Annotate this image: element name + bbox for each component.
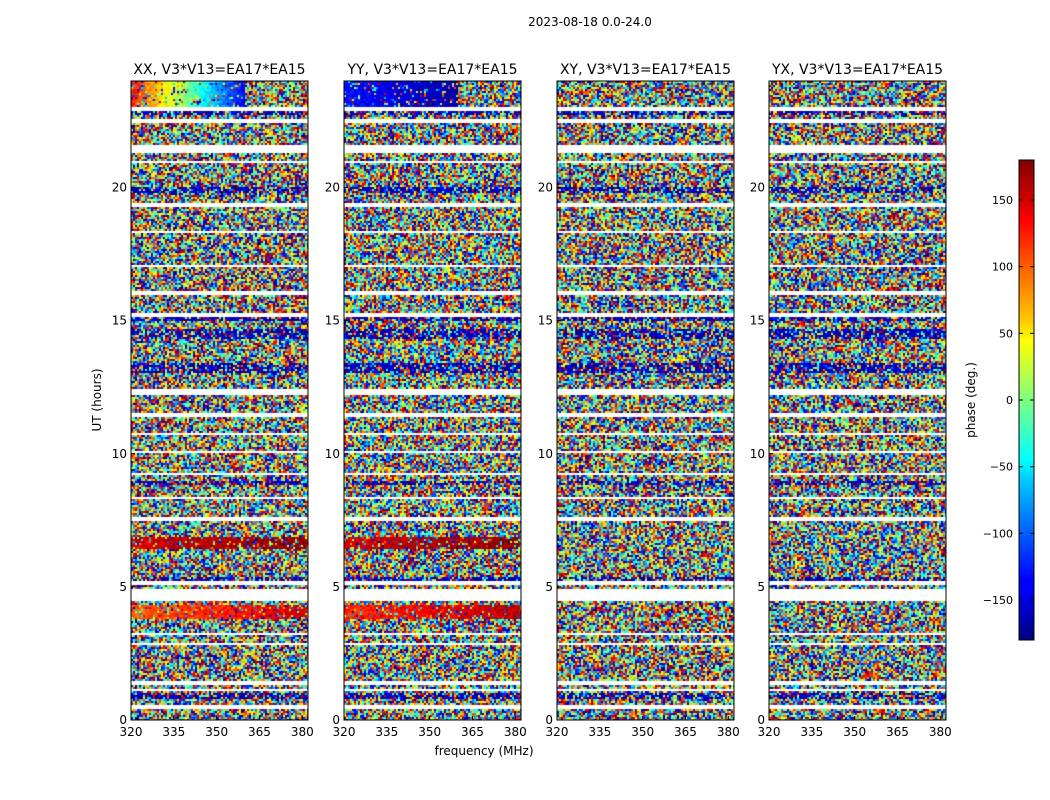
figure-title: 2023-08-18 0.0-24.0 — [528, 15, 652, 29]
y-tick-label: 0 — [332, 713, 340, 727]
x-tick-label: 365 — [674, 725, 697, 739]
x-tick-label: 335 — [375, 725, 398, 739]
panel-frame — [343, 80, 522, 721]
y-tick-label: 10 — [112, 447, 127, 461]
y-tick-label: 15 — [538, 314, 553, 328]
y-tick-label: 5 — [757, 580, 765, 594]
panel-title: XX, V3*V13=EA17*EA15 — [133, 62, 305, 78]
y-tick-label: 0 — [757, 713, 765, 727]
panel-title: XY, V3*V13=EA17*EA15 — [560, 62, 731, 78]
x-tick-label: 365 — [886, 725, 909, 739]
colorbar-tick-label: 100 — [992, 261, 1013, 274]
x-tick-label: 350 — [418, 725, 441, 739]
panel-frame — [130, 80, 309, 721]
heatmap-canvas — [131, 81, 308, 720]
panel-yy: YY, V3*V13=EA17*EA15 320 335 350 365 380 0 5 10 1… — [325, 62, 527, 739]
x-tick-label: 320 — [333, 725, 356, 739]
colorbar-tick-label: −100 — [983, 527, 1013, 540]
colorbar-tick-label: 50 — [999, 327, 1013, 340]
y-tick-label: 5 — [119, 580, 127, 594]
heatmap-canvas — [557, 81, 734, 720]
x-tick-label: 335 — [588, 725, 611, 739]
colorbar-ticks: 150 100 50 0 −50 −100 −150 — [983, 194, 1034, 607]
heatmap-yy — [344, 81, 521, 720]
y-tick-label: 20 — [750, 181, 765, 195]
panel-title: YX, V3*V13=EA17*EA15 — [771, 62, 943, 78]
y-tick-label: 20 — [325, 181, 340, 195]
y-tick-label: 20 — [538, 181, 553, 195]
x-tick-label: 380 — [291, 725, 314, 739]
y-tick-label: 15 — [750, 314, 765, 328]
y-tick-label: 10 — [750, 447, 765, 461]
colorbar-tick-label: 150 — [992, 194, 1013, 207]
colorbar: 150 100 50 0 −50 −100 −150 phase (deg.) — [964, 159, 1035, 641]
y-tick-label: 10 — [538, 447, 553, 461]
x-axis-label: frequency (MHz) — [434, 744, 533, 758]
panel-frame — [768, 80, 947, 721]
heatmap-xy — [557, 81, 734, 720]
y-tick-label: 15 — [325, 314, 340, 328]
panel-title: YY, V3*V13=EA17*EA15 — [346, 62, 517, 78]
x-tick-label: 350 — [843, 725, 866, 739]
heatmap-canvas — [769, 81, 946, 720]
x-tick-label: 335 — [800, 725, 823, 739]
panel-frame — [556, 80, 735, 721]
colorbar-tick-label: 0 — [1006, 394, 1013, 407]
heatmap-canvas — [344, 81, 521, 720]
panels-group: XX, V3*V13=EA17*EA15 320 335 350 365 380 0 5 10 1… — [112, 62, 952, 739]
y-tick-label: 5 — [332, 580, 340, 594]
colorbar-tick-label: −150 — [983, 594, 1013, 607]
y-tick-label: 10 — [325, 447, 340, 461]
x-tick-label: 365 — [248, 725, 271, 739]
x-tick-label: 350 — [205, 725, 228, 739]
heatmap-yx — [769, 81, 946, 720]
x-tick-label: 320 — [758, 725, 781, 739]
y-tick-label: 15 — [112, 314, 127, 328]
colorbar-label: phase (deg.) — [964, 362, 978, 438]
y-axis-label: UT (hours) — [90, 368, 104, 431]
x-tick-label: 380 — [929, 725, 952, 739]
colorbar-tick-label: −50 — [990, 461, 1013, 474]
x-tick-label: 320 — [120, 725, 143, 739]
panel-yx: YX, V3*V13=EA17*EA15 320 335 350 365 380 0 5 10 1… — [750, 62, 952, 739]
x-tick-label: 350 — [631, 725, 654, 739]
x-tick-label: 365 — [461, 725, 484, 739]
panel-xy: XY, V3*V13=EA17*EA15 320 335 350 365 380 0 5 10 1… — [538, 62, 740, 739]
y-tick-label: 0 — [545, 713, 553, 727]
x-tick-label: 380 — [504, 725, 527, 739]
heatmap-xx — [131, 81, 308, 720]
x-tick-label: 335 — [162, 725, 185, 739]
y-tick-label: 5 — [545, 580, 553, 594]
x-tick-label: 380 — [717, 725, 740, 739]
x-tick-label: 320 — [546, 725, 569, 739]
y-tick-label: 20 — [112, 181, 127, 195]
y-tick-label: 0 — [119, 713, 127, 727]
panel-xx: XX, V3*V13=EA17*EA15 320 335 350 365 380 0 5 10 1… — [112, 62, 314, 739]
